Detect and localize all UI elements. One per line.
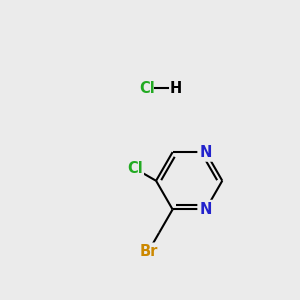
Text: Cl: Cl <box>127 161 142 176</box>
Text: N: N <box>200 202 212 217</box>
Text: H: H <box>170 81 182 96</box>
Text: Br: Br <box>139 244 158 259</box>
Text: N: N <box>200 145 212 160</box>
Text: Cl: Cl <box>139 81 155 96</box>
